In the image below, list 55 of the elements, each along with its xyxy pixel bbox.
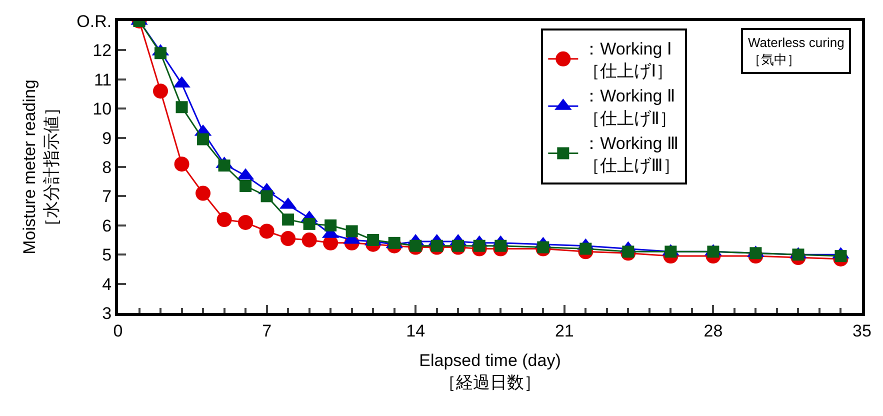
point — [537, 241, 550, 254]
y-tick-label: 8 — [102, 158, 112, 177]
point — [238, 214, 254, 230]
point — [280, 231, 296, 246]
point — [154, 47, 167, 60]
point — [410, 240, 422, 252]
legend-label: ：Working Ⅱ ［仕上げⅡ］ — [583, 86, 677, 128]
y-axis-title: Moisture meter reading ［水分計指示値］ — [20, 80, 62, 254]
point — [792, 248, 804, 261]
x-tick-label: 21 — [554, 321, 574, 340]
x-tick-label: 35 — [852, 321, 872, 340]
legend-label: ：Working Ⅲ ［仕上げⅢ］ — [583, 134, 680, 175]
point — [346, 225, 358, 238]
point — [176, 101, 188, 114]
y-tick-label: 5 — [102, 246, 112, 265]
x-tick-label: 14 — [406, 321, 426, 340]
point — [153, 84, 168, 99]
x-tick-label: 28 — [704, 321, 723, 340]
point — [303, 218, 316, 230]
point — [282, 214, 294, 226]
point — [174, 156, 190, 172]
legend-label: ：Working Ⅰ ［仕上げⅠ］ — [583, 39, 674, 81]
point — [834, 250, 847, 262]
point — [218, 160, 230, 172]
point — [664, 246, 677, 258]
point — [196, 186, 211, 201]
y-tick-label: 12 — [92, 41, 112, 60]
y-tick-label: 6 — [102, 216, 112, 236]
point — [430, 240, 443, 252]
point — [494, 240, 507, 252]
y-tick-label: 11 — [94, 70, 112, 90]
x-tick-label: 0 — [113, 321, 123, 340]
annotation: Waterless curing ［気中］ — [748, 35, 844, 67]
point — [452, 240, 464, 252]
y-tick-label: 4 — [102, 274, 112, 294]
point — [580, 242, 592, 255]
point — [367, 234, 380, 246]
point — [260, 190, 273, 202]
point — [216, 212, 232, 228]
y-tick-label: 9 — [102, 128, 112, 148]
point — [622, 246, 634, 258]
x-tick-label: 7 — [262, 321, 272, 340]
point — [388, 236, 400, 249]
point — [197, 133, 210, 146]
y-tick-label: 3 — [102, 304, 112, 323]
y-tick-label: 7 — [102, 187, 112, 206]
y-tick-label: O.R. — [76, 12, 112, 31]
point — [324, 219, 337, 232]
point — [240, 180, 252, 192]
y-tick-label: 10 — [92, 100, 112, 119]
x-axis-title: Elapsed time (day) ［経過日数］ — [419, 350, 561, 392]
point — [473, 240, 486, 252]
point — [750, 247, 762, 260]
point — [259, 224, 274, 239]
point — [302, 232, 317, 248]
